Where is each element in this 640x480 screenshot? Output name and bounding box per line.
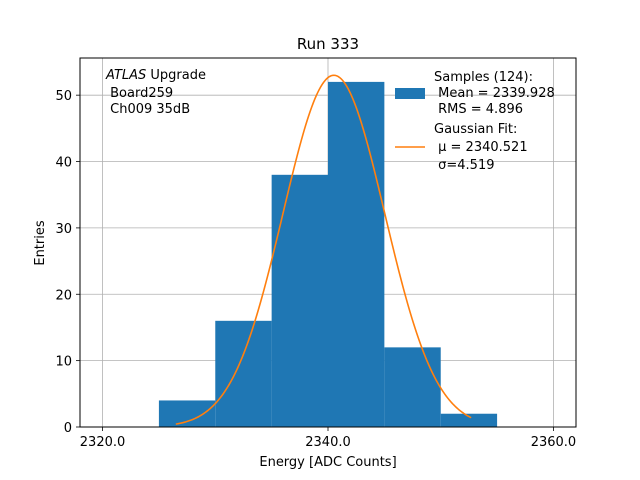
legend-samples-mean: Mean = 2339.928	[434, 86, 555, 101]
gaussian-fit-curve	[175, 74, 472, 425]
annotation-normal: Upgrade	[146, 68, 206, 83]
y-tick-label-2: 20	[55, 288, 72, 303]
chart-title: Run 333	[297, 35, 359, 53]
legend-fit-mu: μ = 2340.521	[434, 140, 528, 155]
legend-fit-title: Gaussian Fit:	[434, 122, 517, 137]
x-tick-label-2: 2360.0	[531, 435, 577, 450]
y-axis-label: Entries	[33, 220, 48, 266]
legend: Samples (124): Mean = 2339.928 RMS = 4.8…	[395, 70, 555, 173]
y-tick-label-4: 40	[55, 156, 72, 171]
x-tick-label-0: 2320.0	[80, 435, 126, 450]
histogram-bar-2	[271, 174, 328, 427]
histogram-bar-5	[440, 413, 498, 427]
annotation-line2: Board259	[106, 86, 173, 101]
y-tick-label-0: 0	[64, 421, 72, 436]
fit-curve-group	[175, 74, 472, 425]
y-tick-label-3: 30	[55, 222, 72, 237]
histogram-bar-3	[328, 81, 385, 427]
atlas-annotation: ATLAS Upgrade Board259 Ch009 35dB	[105, 68, 206, 117]
legend-samples-title: Samples (124):	[434, 70, 533, 85]
x-tick-label-1: 2340.0	[305, 435, 351, 450]
legend-fit-sigma: σ=4.519	[434, 158, 494, 173]
annotation-line3: Ch009 35dB	[106, 102, 190, 117]
axis-ticks: 2320.0 2340.0 2360.0 0 10 20 30 40 50	[55, 89, 576, 450]
legend-samples-swatch	[395, 88, 425, 99]
annotation-italic: ATLAS	[105, 68, 146, 83]
x-axis-label: Energy [ADC Counts]	[259, 455, 396, 470]
histogram-bar-4	[384, 347, 441, 427]
y-tick-label-1: 10	[55, 355, 72, 370]
legend-samples-rms: RMS = 4.896	[434, 102, 523, 117]
histogram-bars	[158, 81, 498, 427]
histogram-bar-0	[158, 400, 216, 427]
svg-text:ATLAS Upgrade: ATLAS Upgrade	[105, 68, 206, 83]
y-tick-label-5: 50	[55, 89, 72, 104]
histogram-bar-1	[215, 320, 272, 427]
